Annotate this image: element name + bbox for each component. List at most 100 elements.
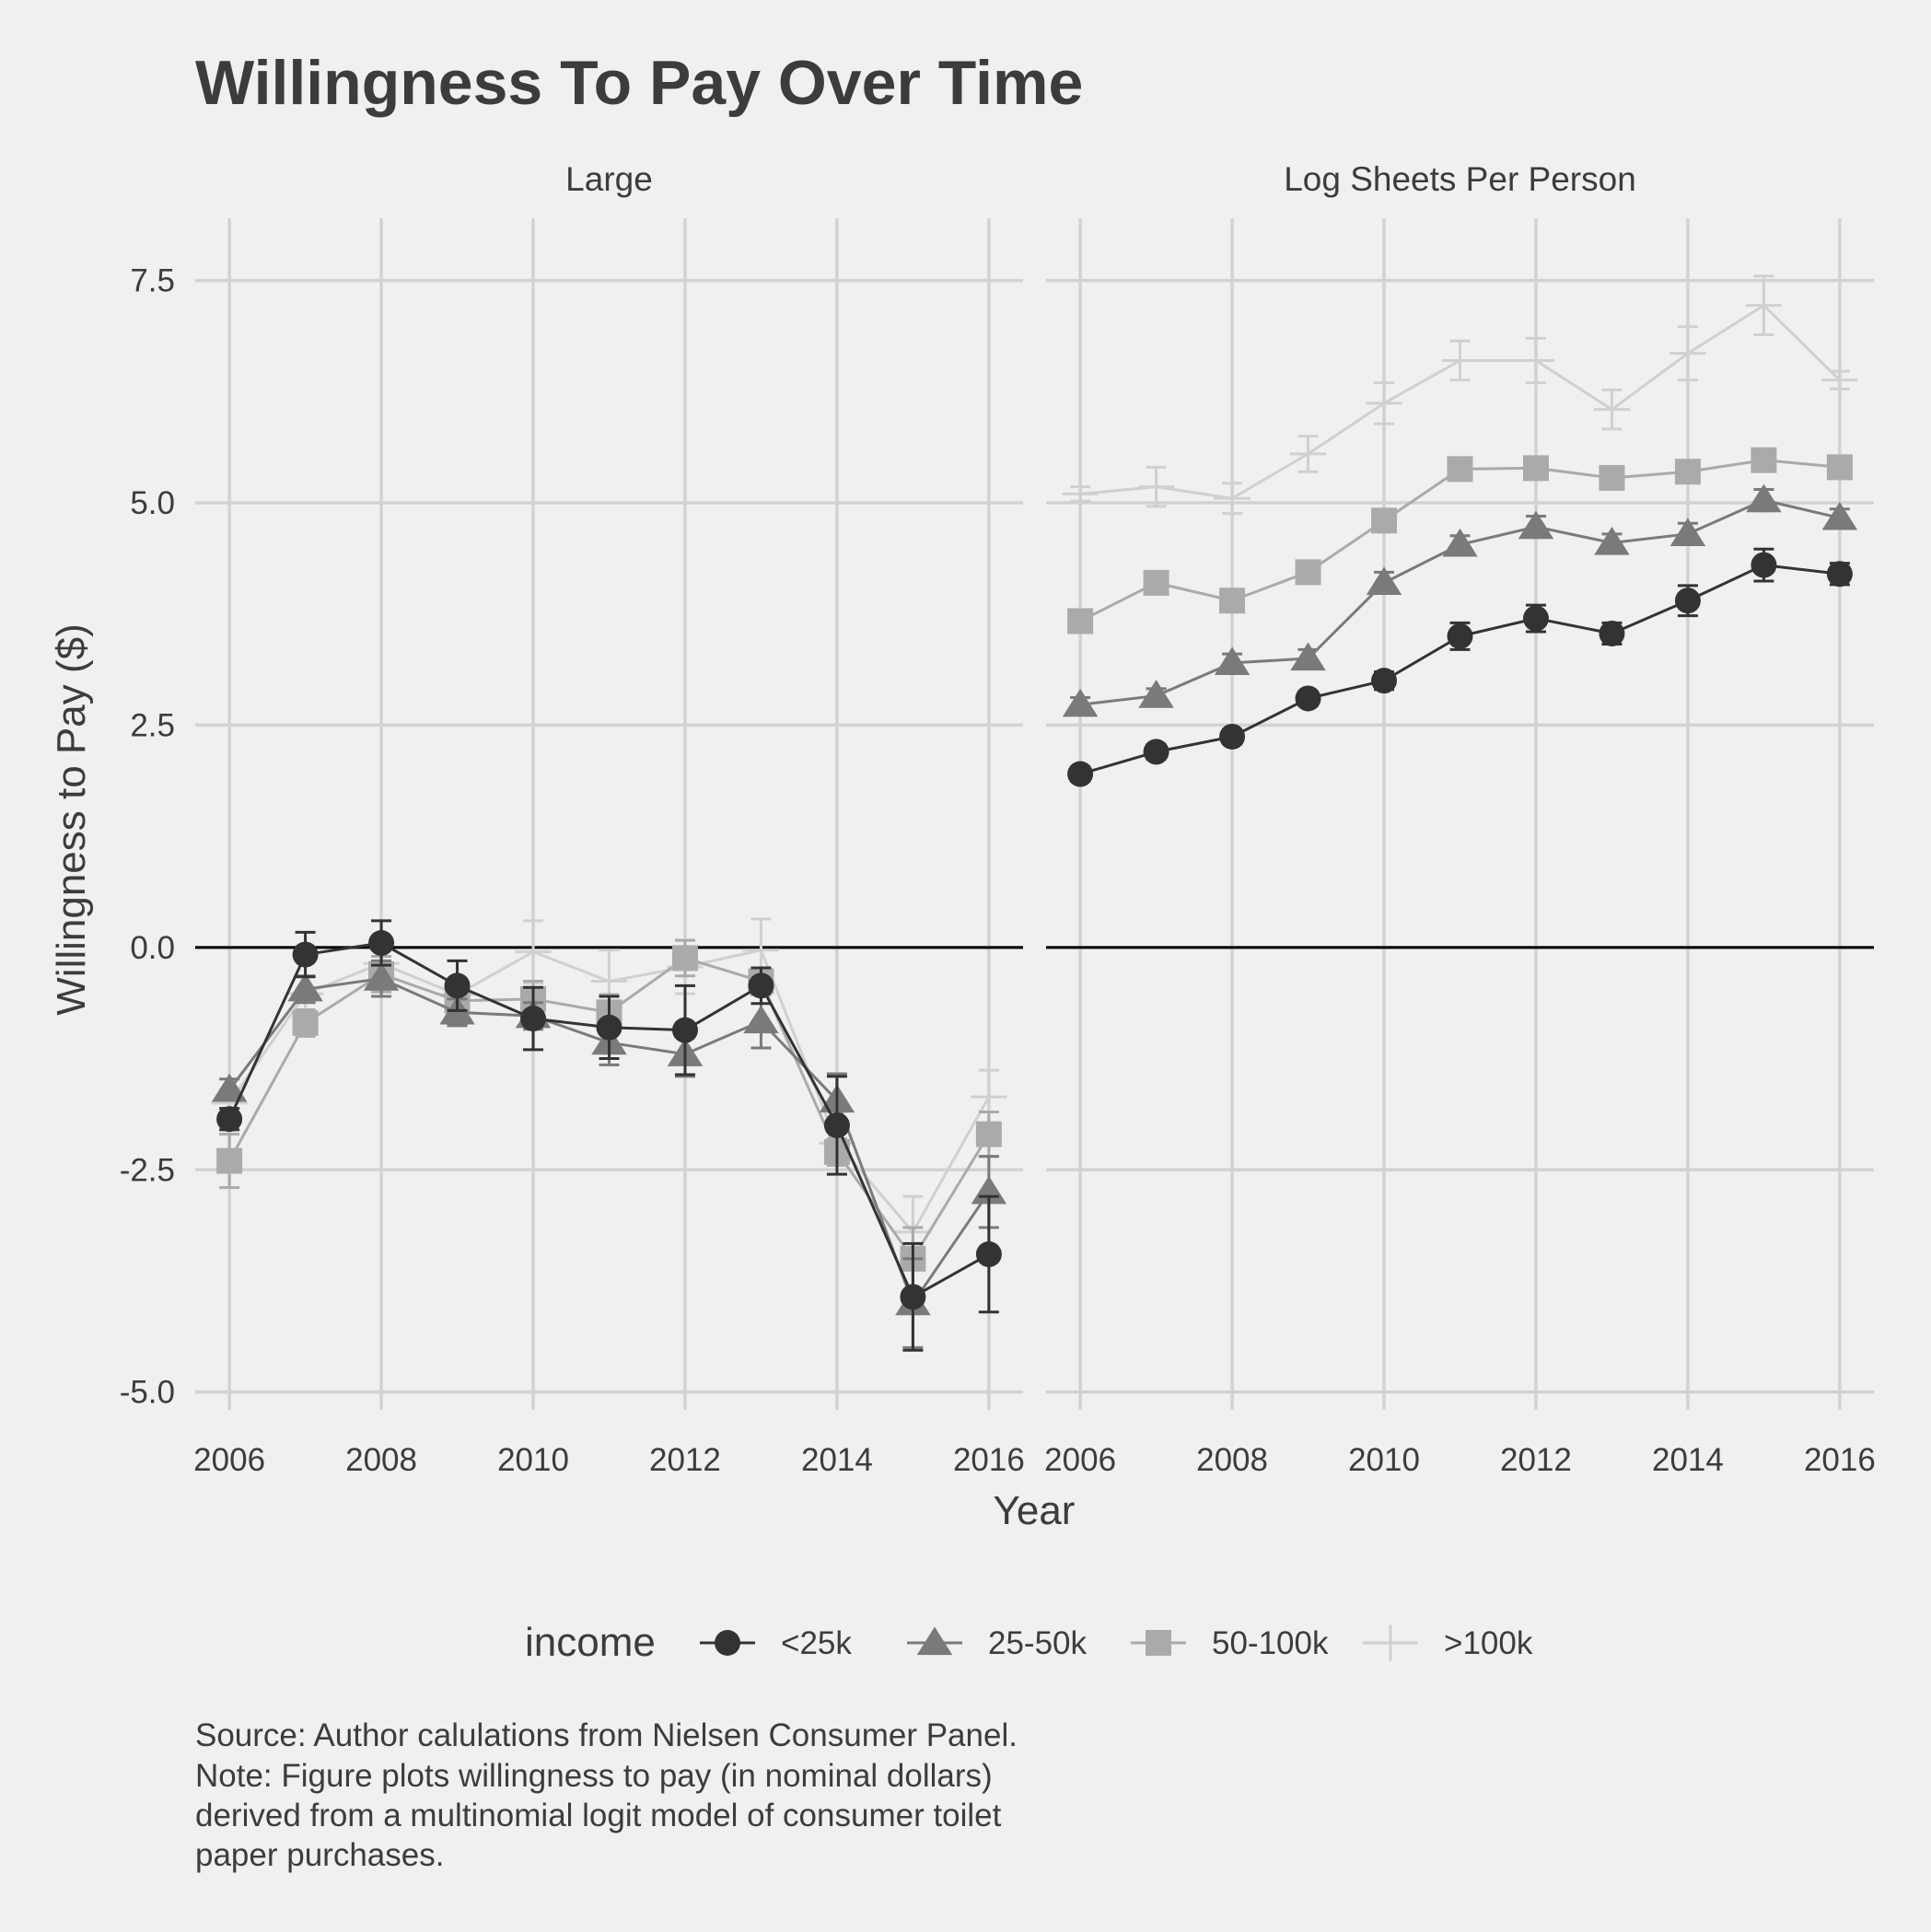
legend-item: <25k: [700, 1625, 852, 1661]
y-tick-label: -5.0: [120, 1375, 175, 1411]
data-point: [671, 945, 698, 972]
data-point: [1826, 561, 1853, 588]
data-point: [1751, 447, 1777, 473]
legend-title: income: [525, 1620, 656, 1665]
panel-strip-label: Log Sheets Per Person: [1284, 160, 1636, 198]
data-point: [1745, 287, 1783, 324]
caption-line: derived from a multinomial logit model o…: [195, 1798, 1002, 1833]
data-point: [1143, 569, 1169, 596]
series-<25k: [1067, 547, 1853, 787]
x-tick-label: 2006: [193, 1442, 265, 1478]
data-point: [1594, 526, 1630, 555]
data-point: [1289, 436, 1327, 472]
data-point: [1821, 501, 1858, 530]
x-tick-label: 2012: [649, 1442, 721, 1478]
x-tick-label: 2012: [1500, 1442, 1572, 1478]
data-point: [1522, 455, 1549, 482]
data-point: [1371, 507, 1398, 534]
data-point: [1826, 454, 1853, 481]
data-point: [671, 1017, 698, 1043]
data-point: [743, 1005, 779, 1034]
data-point: [1447, 456, 1473, 483]
chart-title: Willingness To Pay Over Time: [195, 48, 1083, 118]
y-tick-label: 5.0: [130, 485, 175, 521]
legend-label: 50-100k: [1212, 1625, 1329, 1661]
legend-item: >100k: [1363, 1624, 1533, 1661]
data-point: [1599, 464, 1625, 491]
data-point: [1821, 362, 1858, 399]
x-tick-label: 2010: [1348, 1442, 1420, 1478]
data-point: [900, 1284, 926, 1310]
y-tick-label: 7.5: [130, 263, 175, 299]
data-point: [1137, 469, 1175, 506]
data-point: [444, 972, 471, 999]
panel-strip-label: Large: [565, 160, 653, 198]
caption-line: paper purchases.: [195, 1837, 444, 1873]
y-axis-title: Willingness to Pay ($): [49, 623, 94, 1015]
legend-key-marker: [1372, 1624, 1409, 1661]
data-point: [1751, 552, 1777, 578]
data-point: [1143, 739, 1169, 765]
data-point: [216, 1106, 243, 1133]
data-point: [1746, 483, 1782, 513]
x-tick-label: 2008: [1196, 1442, 1268, 1478]
x-tick-label: 2016: [1804, 1442, 1876, 1478]
data-point: [1219, 723, 1246, 750]
caption-line: Note: Figure plots willingness to pay (i…: [195, 1758, 993, 1794]
data-point: [363, 962, 400, 991]
data-point: [971, 1078, 1007, 1115]
data-point: [1067, 608, 1094, 634]
panel-1: Large 2006 2008 2010 2012 2014 2016 -5.0 -2.5 0.0…: [120, 160, 1025, 1478]
series-50-100k: [1067, 447, 1853, 634]
x-tick-label: 2010: [497, 1442, 569, 1478]
panel-2: Log Sheets Per Person 2006 2008 2010 2012 201…: [1044, 160, 1876, 1478]
data-point: [1669, 518, 1706, 546]
legend-key-marker: [715, 1630, 740, 1656]
data-point: [292, 1009, 319, 1036]
data-point: [1062, 475, 1099, 512]
caption-line: Source: Author calulations from Nielsen …: [195, 1717, 1018, 1753]
series->100k: [1062, 274, 1858, 517]
data-point: [1295, 685, 1321, 712]
data-point: [1062, 688, 1099, 717]
x-tick-label: 2016: [953, 1442, 1025, 1478]
data-point: [211, 1073, 248, 1102]
x-tick-label: 2008: [345, 1442, 417, 1478]
data-point: [216, 1147, 243, 1174]
data-point: [1295, 559, 1321, 586]
data-point: [1138, 680, 1174, 708]
x-tick-label: 2006: [1044, 1442, 1116, 1478]
data-point: [1366, 385, 1402, 422]
data-point: [1674, 588, 1701, 614]
legend-key-marker: [916, 1626, 953, 1656]
data-point: [292, 941, 319, 968]
data-point: [1669, 335, 1706, 372]
data-point: [1371, 668, 1398, 694]
data-point: [1518, 510, 1554, 540]
legend-label: 25-50k: [988, 1625, 1088, 1661]
data-point: [975, 1241, 1002, 1268]
data-point: [368, 930, 395, 957]
data-point: [1522, 605, 1549, 632]
legend-item: 50-100k: [1131, 1625, 1329, 1661]
y-tick-label: -2.5: [120, 1152, 175, 1188]
legend-item: 25-50k: [907, 1625, 1088, 1661]
y-tick-label: 0.0: [130, 930, 175, 966]
data-point: [975, 1121, 1002, 1147]
x-tick-label: 2014: [1652, 1442, 1724, 1478]
legend-label: <25k: [781, 1625, 852, 1661]
series-25-50k: [1062, 483, 1858, 717]
data-point: [1219, 588, 1246, 614]
legend-key-marker: [1146, 1630, 1171, 1656]
data-point: [1674, 459, 1701, 485]
data-point: [1290, 642, 1326, 671]
legend: income <25k 25-50k 50-100k >100k: [525, 1620, 1533, 1665]
x-tick-label: 2014: [801, 1442, 873, 1478]
data-point: [1442, 528, 1478, 557]
data-point: [515, 934, 552, 971]
data-point: [1593, 391, 1631, 428]
data-point: [1067, 761, 1094, 787]
panels: Large 2006 2008 2010 2012 2014 2016 -5.0 -2.5 0.0…: [120, 160, 1876, 1478]
